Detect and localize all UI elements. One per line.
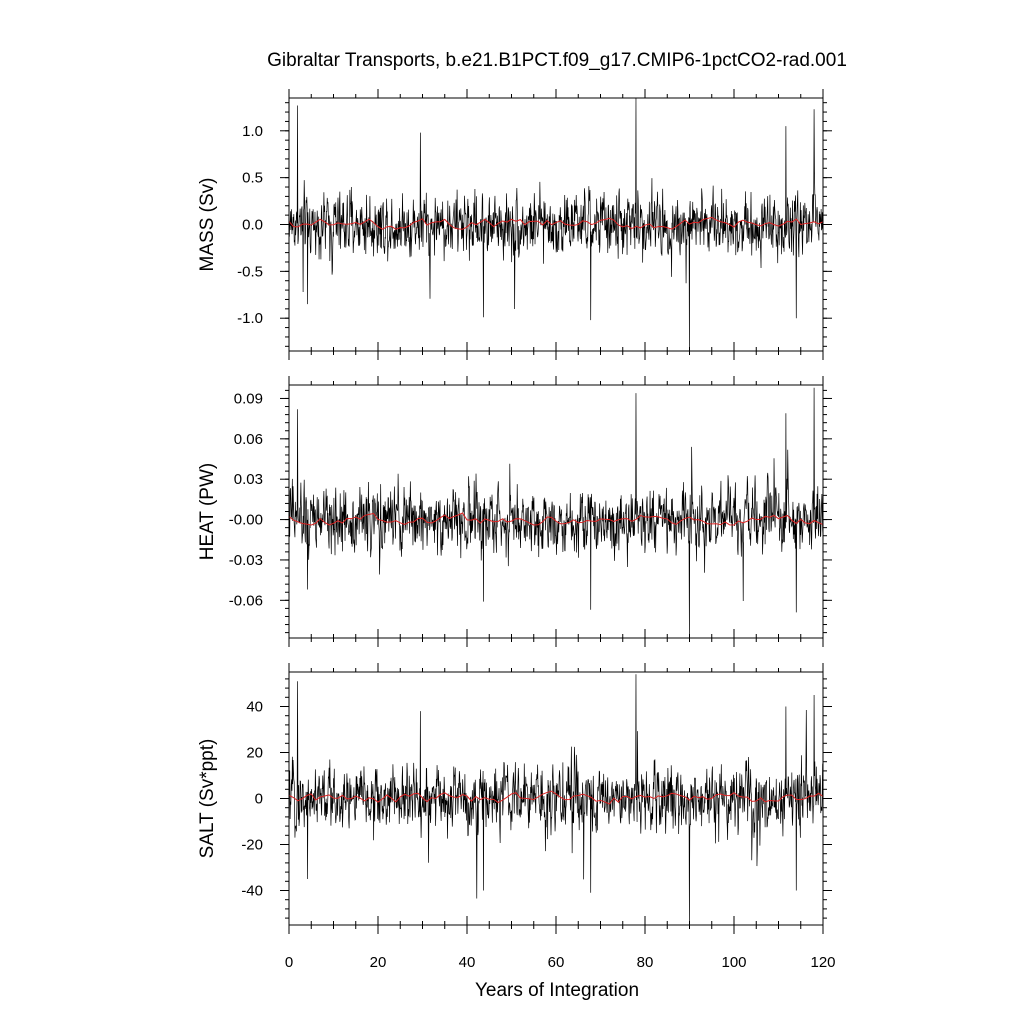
- y-tick-label: -0.00: [229, 512, 263, 529]
- y-tick-label: 0.06: [234, 431, 263, 448]
- x-axis-label: Years of Integration: [475, 980, 639, 1001]
- y-tick-label: -20: [241, 837, 263, 854]
- panels: 1.0 0.5 0.0 -0.5 -1.0 MASS (Sv) 0.09 0.06 0.03 -0…: [197, 89, 836, 971]
- y-tick-label: -1.0: [237, 310, 263, 327]
- x-tick-label: 0: [285, 954, 293, 971]
- y-axis-label: HEAT (PW): [197, 463, 218, 560]
- y-axis-label: MASS (Sv): [197, 178, 218, 272]
- y-tick-label: -40: [241, 883, 263, 900]
- annual-series-line: [289, 790, 823, 805]
- monthly-series-line: [289, 674, 823, 925]
- y-tick-label: 0.09: [234, 390, 263, 407]
- y-tick-label: 20: [246, 745, 263, 762]
- y-axis-label: SALT (Sv*ppt): [197, 739, 218, 859]
- annual-series-line: [289, 216, 823, 230]
- annual-series-line: [289, 512, 823, 526]
- panel-1: 1.0 0.5 0.0 -0.5 -1.0 MASS (Sv): [197, 89, 832, 360]
- panel-3: 40 20 0 -20 -40 SALT (Sv*ppt) 0 20 40 60 80 100 120: [197, 663, 836, 971]
- x-tick-label: 80: [637, 954, 654, 971]
- y-tick-label: -0.03: [229, 552, 263, 569]
- x-tick-label: 20: [370, 954, 387, 971]
- y-tick-label: 0.5: [242, 170, 263, 187]
- y-tick-label: -0.06: [229, 592, 263, 609]
- x-tick-label: 60: [548, 954, 565, 971]
- y-tick-label: -0.5: [237, 263, 263, 280]
- x-tick-label: 100: [721, 954, 746, 971]
- y-tick-label: 1.0: [242, 123, 263, 140]
- panel-2: 0.09 0.06 0.03 -0.00 -0.03 -0.06 HEAT (PW): [197, 376, 832, 647]
- y-tick-label: 0.03: [234, 471, 263, 488]
- y-tick-label: 40: [246, 699, 263, 716]
- x-tick-label: 120: [810, 954, 835, 971]
- y-tick-label: 0: [255, 791, 263, 808]
- y-tick-label: 0.0: [242, 217, 263, 234]
- monthly-series-line: [289, 98, 823, 351]
- x-tick-label: 40: [459, 954, 476, 971]
- monthly-series-line: [289, 387, 823, 638]
- chart-title: Gibraltar Transports, b.e21.B1PCT.f09_g1…: [267, 50, 847, 71]
